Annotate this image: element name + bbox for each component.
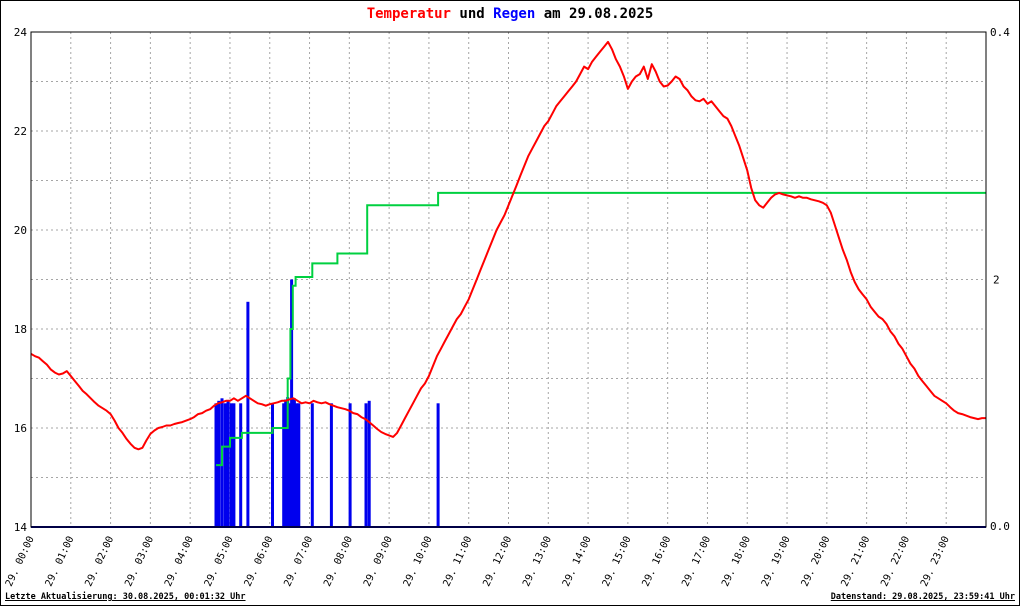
y-axis-left-labels: 14 16 18 20 22 24	[14, 26, 28, 534]
y-left-tick-label: 16	[14, 422, 27, 435]
y-left-tick-label: 20	[14, 224, 27, 237]
title-date: am 29.08.2025	[535, 6, 654, 22]
rain-bar	[364, 403, 368, 528]
x-tick-label: 29. 03:00	[123, 535, 156, 589]
y-left-tick-label: 24	[14, 26, 28, 39]
rain-bar	[329, 403, 333, 528]
x-tick-label: 29. 20:00	[800, 535, 833, 589]
x-tick-label: 29. 12:00	[481, 535, 514, 589]
x-tick-label: 29. 02:00	[83, 535, 116, 589]
rain-bar	[436, 403, 440, 528]
rain-bar	[290, 279, 294, 527]
rain-bar	[226, 400, 230, 527]
x-tick-label: 29. 10:00	[402, 535, 435, 589]
plot-border	[30, 31, 987, 528]
x-tick-label: 29. 04:00	[163, 535, 196, 589]
x-tick-label: 29. 00:00	[4, 535, 37, 589]
x-tick-label: 29. 19:00	[760, 535, 793, 589]
rain-bar	[232, 403, 236, 528]
rain-bar	[239, 403, 243, 528]
x-tick-label: 29. 09:00	[362, 535, 395, 589]
title-temperatur: Temperatur	[366, 6, 451, 22]
rain-bar	[217, 400, 221, 527]
rain-bar	[297, 403, 301, 528]
temperature-line	[30, 40, 986, 451]
rain-bar	[282, 403, 286, 528]
rain-bar	[367, 400, 371, 527]
x-tick-label: 29. 08:00	[322, 535, 355, 589]
rain-bar	[271, 403, 274, 528]
rain-bar	[229, 403, 233, 528]
rain-bar	[246, 301, 250, 527]
x-tick-label: 29. 21:00	[839, 535, 872, 589]
rain-bar	[348, 403, 352, 528]
x-tick-label: 29. 01:00	[44, 535, 77, 589]
title-und: und	[450, 6, 494, 22]
rain-bars	[214, 279, 440, 528]
rain-bar	[288, 403, 292, 528]
x-tick-label: 29. 13:00	[521, 535, 554, 589]
last-update-text: Letzte Aktualisierung: 30.08.2025, 00:01…	[5, 592, 246, 602]
y-left-tick-label: 14	[14, 521, 28, 534]
rain-bar	[292, 398, 296, 527]
x-tick-label: 29. 14:00	[561, 535, 594, 589]
title-regen: Regen	[493, 6, 536, 22]
rain-bar	[223, 403, 227, 528]
y-right-tick-label: 0.0	[990, 520, 1010, 533]
x-tick-label: 29. 23:00	[919, 535, 952, 589]
x-tick-label: 29. 16:00	[641, 535, 674, 589]
rain-bar	[310, 403, 314, 528]
x-tick-label: 29. 22:00	[879, 535, 912, 589]
y-left-tick-label: 22	[14, 125, 27, 138]
x-tick-label: 29. 11:00	[442, 535, 475, 589]
grid-lines	[31, 32, 986, 527]
chart-title: Temperatur und Regen am 29.08.2025	[1, 6, 1019, 22]
y-right-green-tick-label: 2	[993, 274, 1000, 287]
x-axis-labels: 29. 00:00 29. 01:00 29. 02:00 29. 03:00 29. …	[4, 535, 952, 589]
x-tick-label: 29. 05:00	[203, 535, 236, 589]
x-tick-label: 29. 07:00	[282, 535, 315, 589]
rain-bar	[286, 397, 290, 527]
y-axis-right-labels: 0.4 0.0 2	[990, 26, 1010, 533]
rain-bar	[284, 399, 288, 527]
x-tick-label: 29. 15:00	[601, 535, 634, 589]
y-left-tick-label: 18	[14, 323, 27, 336]
x-tick-label: 29. 18:00	[720, 535, 753, 589]
x-tick-label: 29. 17:00	[680, 535, 713, 589]
y-right-tick-label: 0.4	[990, 26, 1010, 39]
rain-bar	[295, 403, 299, 528]
rain-sum-line	[216, 191, 986, 467]
x-tick-label: 29. 06:00	[243, 535, 276, 589]
data-timestamp-text: Datenstand: 29.08.2025, 23:59:41 Uhr	[830, 592, 1015, 602]
